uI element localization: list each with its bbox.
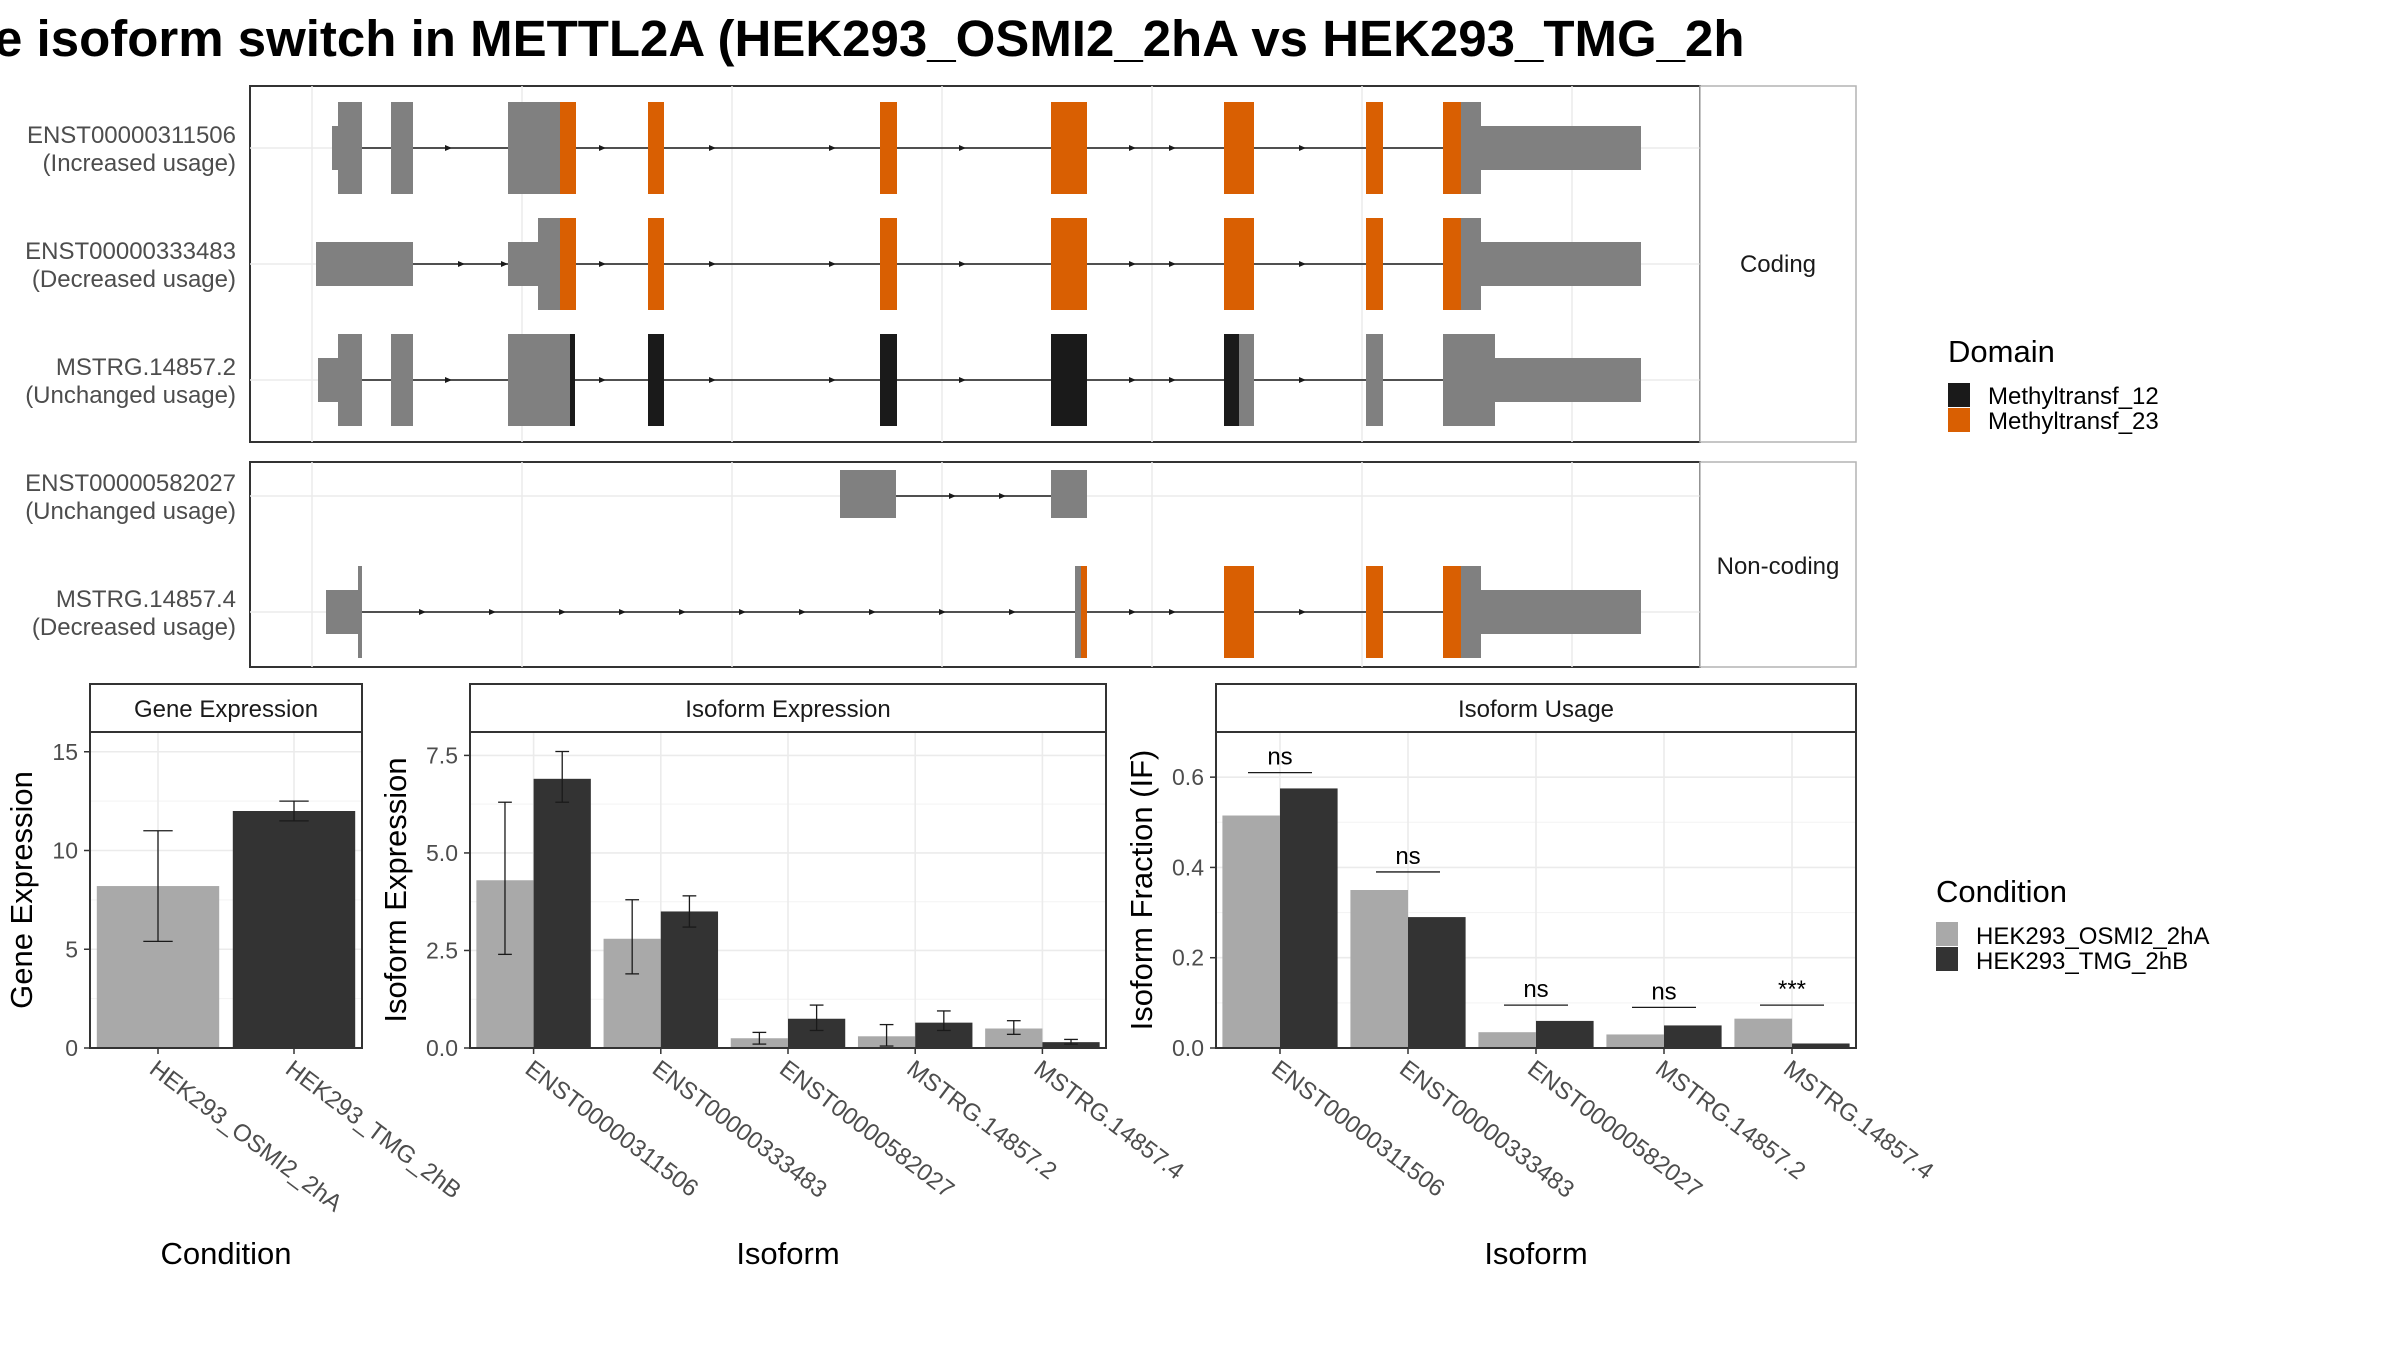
- isoform-label: ENST00000582027: [25, 470, 236, 497]
- isoform-status: (Decreased usage): [32, 266, 236, 293]
- y-tick-label: 5: [65, 936, 78, 962]
- domain-legend-label: Methyltransf_23: [1988, 408, 2159, 435]
- strip: [469, 683, 1107, 733]
- figure-title: e isoform switch in METTL2A (HEK293_OSMI…: [0, 10, 1745, 67]
- condition-legend-key: [1936, 947, 1958, 971]
- transcript-track-mstrg-14857-4: [326, 566, 1641, 658]
- condition-legend-label: HEK293_OSMI2_2hA: [1976, 923, 2209, 950]
- bar: [1536, 1020, 1594, 1048]
- bar: [1222, 815, 1280, 1048]
- isoform-status: (Decreased usage): [32, 614, 236, 641]
- isoform-expression-chart: Isoform Expression0.02.55.07.5ENST000003…: [378, 683, 1189, 1271]
- domain-legend: Domain Methyltransf_12 Methyltransf_23: [1948, 334, 2159, 435]
- bar: [985, 1028, 1043, 1048]
- strip-title: Gene Expression: [134, 696, 318, 723]
- y-tick-label: 0: [65, 1035, 78, 1061]
- strip-label-noncoding: Non-coding: [1717, 553, 1840, 580]
- gene-expression-chart: Gene Expression051015HEK293_OSMI2_2hAHEK…: [4, 683, 466, 1271]
- x-axis-title: Isoform: [736, 1236, 839, 1271]
- domain-legend-key: [1948, 408, 1970, 432]
- significance-label: ns: [1395, 843, 1420, 870]
- domain-legend-title: Domain: [1948, 334, 2055, 369]
- significance-label: ns: [1267, 744, 1292, 771]
- structure-panel-coding: Coding: [249, 85, 1857, 443]
- isoform-label: ENST00000333483: [25, 238, 236, 265]
- bar: [1478, 1032, 1536, 1048]
- y-tick-label: 7.5: [426, 742, 458, 768]
- bar: [1664, 1025, 1722, 1048]
- y-tick-label: 0.6: [1172, 764, 1204, 790]
- isoform-status: (Unchanged usage): [25, 382, 236, 409]
- strip-label-coding: Coding: [1740, 251, 1816, 278]
- bar: [1350, 890, 1408, 1048]
- y-tick-label: 0.2: [1172, 945, 1204, 971]
- significance-label: ns: [1651, 978, 1676, 1005]
- bar: [1408, 917, 1466, 1048]
- isoform-label: MSTRG.14857.2: [56, 354, 236, 381]
- condition-legend-label: HEK293_TMG_2hB: [1976, 948, 2188, 975]
- structure-panel-noncoding: Non-coding: [249, 461, 1857, 668]
- transcript-track-enst00000582027: [840, 470, 1087, 518]
- strip: [1215, 683, 1857, 733]
- isoform-label: ENST00000311506: [27, 122, 236, 149]
- significance-label: ns: [1523, 976, 1548, 1003]
- y-tick-label: 0.0: [426, 1035, 458, 1061]
- isoform-status: (Unchanged usage): [25, 498, 236, 525]
- transcript-track-enst00000333483: [316, 218, 1641, 310]
- bar: [660, 911, 719, 1048]
- strip: [89, 683, 363, 733]
- condition-legend-key: [1936, 922, 1958, 946]
- isoform-status: (Increased usage): [43, 150, 236, 177]
- isoform-label: MSTRG.14857.4: [56, 586, 236, 613]
- y-tick-label: 15: [52, 739, 78, 765]
- bar: [1734, 1018, 1792, 1048]
- x-axis-title: Isoform: [1484, 1236, 1587, 1271]
- x-axis-title: Condition: [161, 1236, 292, 1271]
- bar: [1280, 788, 1338, 1048]
- significance-label: ***: [1778, 976, 1806, 1003]
- bar: [1792, 1043, 1850, 1048]
- bar: [1606, 1034, 1664, 1048]
- y-tick-label: 10: [52, 838, 78, 864]
- y-tick-label: 0.0: [1172, 1035, 1204, 1061]
- bar: [533, 778, 591, 1048]
- y-axis-title: Gene Expression: [4, 771, 39, 1009]
- strip-title: Isoform Expression: [685, 696, 890, 723]
- condition-legend-title: Condition: [1936, 874, 2067, 909]
- domain-legend-key: [1948, 383, 1970, 407]
- bar: [1042, 1042, 1100, 1048]
- bar: [232, 811, 356, 1048]
- transcript-track-enst00000311506: [332, 102, 1641, 194]
- domain-legend-label: Methyltransf_12: [1988, 383, 2159, 410]
- strip-title: Isoform Usage: [1458, 696, 1614, 723]
- y-axis-title: Isoform Expression: [378, 757, 413, 1022]
- y-tick-label: 2.5: [426, 937, 458, 963]
- condition-legend: Condition HEK293_OSMI2_2hA HEK293_TMG_2h…: [1936, 874, 2209, 975]
- transcript-track-mstrg-14857-2: [318, 334, 1641, 426]
- y-tick-label: 0.4: [1172, 854, 1204, 880]
- y-axis-title: Isoform Fraction (IF): [1124, 750, 1159, 1031]
- y-tick-label: 5.0: [426, 840, 458, 866]
